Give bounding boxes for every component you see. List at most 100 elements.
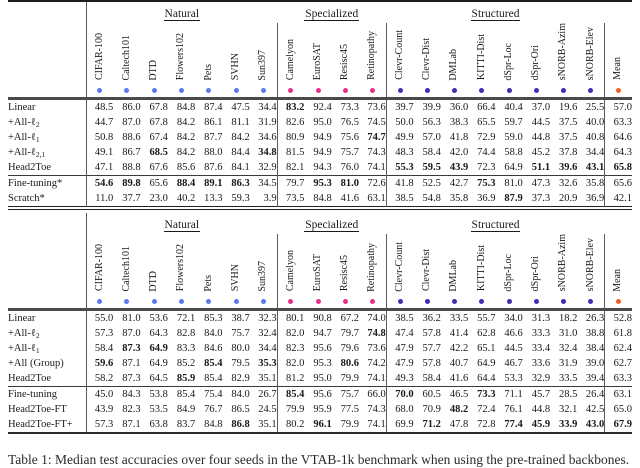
results-table-top: Natural Specialized Structured CIFAR-100 Cal… [8, 0, 632, 208]
cell-value: 72.4 [477, 404, 496, 416]
cell-value: 96.1 [313, 419, 332, 431]
cell-value: 79.9 [340, 373, 359, 385]
cell-value: 39.7 [385, 98, 414, 116]
cell-value: 49.9 [385, 130, 414, 146]
cell-value: 76.1 [504, 404, 523, 416]
cell-value: 47.1 [85, 160, 114, 176]
column-header-label: Clevr-Count [393, 241, 405, 292]
table-row: Fine-tuning 45.0 84.3 53.8 85.4 75.4 84.0 26.7 8… [8, 386, 632, 403]
cell-value: 67.8 [149, 117, 168, 129]
cell-value: 70.9 [422, 404, 441, 416]
cell-value: 86.0 [122, 102, 141, 114]
column-header-label: Resisc45 [339, 255, 351, 292]
cell-value: 42.2 [449, 343, 469, 355]
column-header: Sun397 [250, 23, 277, 99]
cell-value: 84.0 [222, 386, 250, 403]
cell-value: 67.6 [149, 162, 168, 174]
cell-value: 80.0 [231, 343, 250, 355]
cell-value: 44.7 [85, 115, 114, 131]
cell-value: 59.7 [504, 117, 523, 129]
cell-value: 24.5 [258, 404, 277, 416]
row-label: +All-ℓ2,1 [8, 147, 46, 160]
cell-value: 18.2 [559, 313, 578, 325]
column-header-label: dSpr-Ori [530, 44, 542, 81]
column-header: Clevr-Count [385, 234, 414, 310]
table-row: Fine-tuning* 54.6 89.8 65.6 88.4 89.1 86.3 34.5… [8, 175, 632, 192]
column-header-label: SVHN [229, 53, 241, 81]
table-row: Head2Toe 47.1 88.8 67.6 85.6 87.6 84.1 32.9 82.1… [8, 160, 632, 176]
cell-value: 40.7 [449, 358, 469, 370]
table-caption: Table 1: Median test accuracies over fou… [8, 452, 630, 468]
column-header: Resisc45 [332, 234, 359, 310]
column-header: sNORB-Azim [550, 234, 577, 310]
cell-value: 35.1 [258, 419, 277, 431]
cell-value: 85.6 [176, 162, 196, 174]
column-header: KITTI-Dist [468, 23, 495, 99]
cell-value: 69.9 [385, 417, 414, 434]
cell-value: 73.6 [367, 102, 386, 114]
cell-value: 50.0 [385, 115, 414, 131]
cell-value: 44.5 [531, 117, 551, 129]
cell-value: 34.0 [504, 313, 523, 325]
cell-value: 81.0 [495, 175, 523, 192]
cell-value: 73.6 [367, 343, 386, 355]
category-dot-structured [533, 88, 539, 94]
cell-value: 65.1 [477, 343, 496, 355]
cell-value: 76.7 [204, 404, 223, 416]
cell-value: 41.8 [449, 132, 469, 144]
cell-value: 37.0 [531, 102, 551, 114]
cell-value: 74.3 [367, 404, 386, 416]
cell-value: 84.3 [113, 386, 141, 403]
column-header: dSpr-Ori [523, 234, 550, 310]
column-header: Camelyon [276, 234, 305, 310]
column-header: Camelyon [276, 23, 305, 99]
cell-value: 41.6 [340, 193, 359, 205]
category-dot-natural [124, 299, 130, 305]
cell-value: 52.5 [413, 175, 441, 192]
cell-value: 26.4 [577, 386, 605, 403]
cell-value: 42.1 [604, 191, 632, 207]
cell-value: 37.7 [122, 193, 141, 205]
cell-value: 55.7 [477, 313, 496, 325]
category-dot-structured [588, 299, 594, 305]
cell-value: 34.4 [258, 343, 277, 355]
category-dot-specialized [288, 88, 294, 94]
cell-value: 95.6 [304, 386, 332, 403]
cell-value: 87.1 [122, 358, 141, 370]
cell-value: 35.8 [577, 175, 605, 192]
column-header-label: Pets [202, 274, 214, 292]
table-row: Head2Toe 58.2 87.3 64.5 85.9 85.4 82.9 35.1 81.2… [8, 371, 632, 387]
category-dot-structured [424, 88, 430, 94]
cell-value: 59.5 [422, 162, 441, 174]
cell-value: 33.9 [559, 419, 578, 431]
column-header-label: sNORB-Elev [584, 26, 596, 81]
column-header-label: DTD [147, 270, 159, 292]
cell-value: 82.3 [276, 341, 305, 357]
category-dot-structured [452, 299, 458, 305]
column-header: SVHN [222, 23, 249, 99]
cell-value: 32.6 [550, 175, 578, 192]
cell-value: 84.8 [313, 193, 332, 205]
category-dot-structured [479, 88, 485, 94]
cell-value: 95.0 [313, 117, 332, 129]
row-label: Linear [8, 102, 36, 114]
cell-value: 80.1 [276, 309, 305, 327]
cell-value: 86.1 [204, 117, 223, 129]
cell-value: 74.0 [367, 313, 386, 325]
cell-value: 67.2 [340, 313, 359, 325]
cell-value: 35.3 [258, 358, 277, 370]
cell-value: 85.4 [167, 386, 196, 403]
cell-value: 38.8 [585, 328, 605, 340]
cell-value: 70.0 [385, 386, 414, 403]
column-header: Clevr-Dist [414, 23, 441, 99]
cell-value: 38.5 [385, 191, 414, 207]
cell-value: 58.4 [422, 147, 441, 159]
column-header: DTD [141, 23, 168, 99]
cell-value: 47.4 [385, 326, 414, 342]
column-header-label: KITTI-Dist [475, 34, 487, 81]
cell-value: 79.6 [340, 343, 359, 355]
cell-value: 74.7 [367, 132, 386, 144]
cell-value: 38.5 [385, 309, 414, 327]
cell-value: 13.3 [204, 193, 223, 205]
column-header: DMLab [441, 23, 468, 99]
